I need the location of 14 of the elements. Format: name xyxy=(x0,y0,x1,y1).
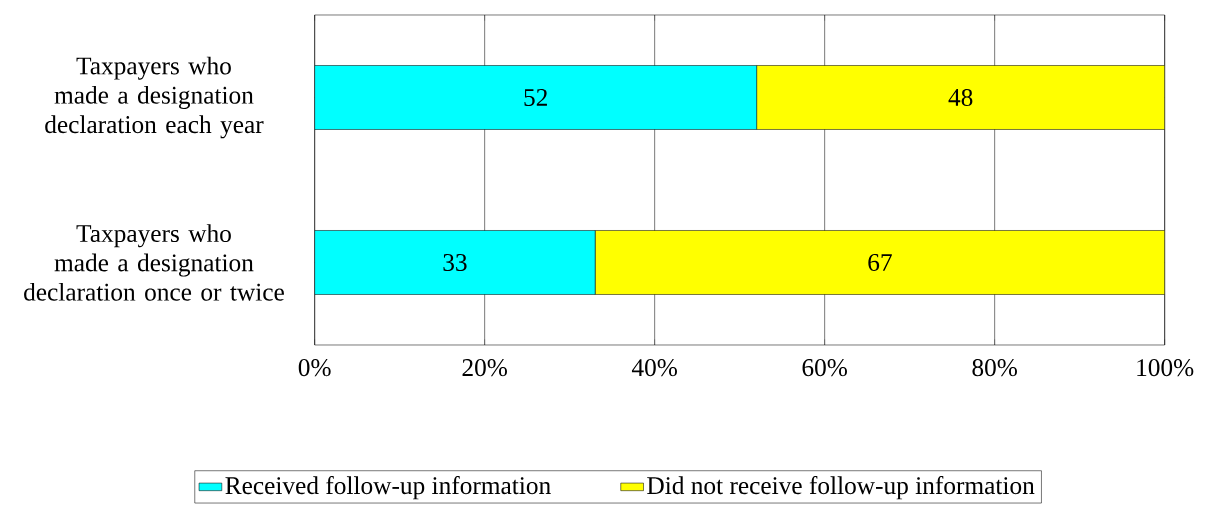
data-label: 52 xyxy=(524,88,547,106)
legend-label: Did not receive follow-up information xyxy=(647,476,1035,500)
data-label: 67 xyxy=(868,253,892,271)
legend-label: Received follow-up information xyxy=(225,476,551,500)
x-tick-label: 100% xyxy=(1137,359,1194,377)
y-tick-label: Taxpayers who made a designation declaration each year xyxy=(45,56,264,139)
y-tick-label: Taxpayers who made a designation declaration once or twice xyxy=(24,224,284,301)
data-label: 48 xyxy=(948,88,973,107)
x-tick-label: 40% xyxy=(631,359,677,377)
x-tick-label: 80% xyxy=(972,359,1017,377)
x-tick-label: 20% xyxy=(462,359,508,377)
x-tick-label: 0% xyxy=(298,359,331,377)
data-label: 33 xyxy=(443,253,467,271)
x-tick-label: 60% xyxy=(802,359,847,377)
